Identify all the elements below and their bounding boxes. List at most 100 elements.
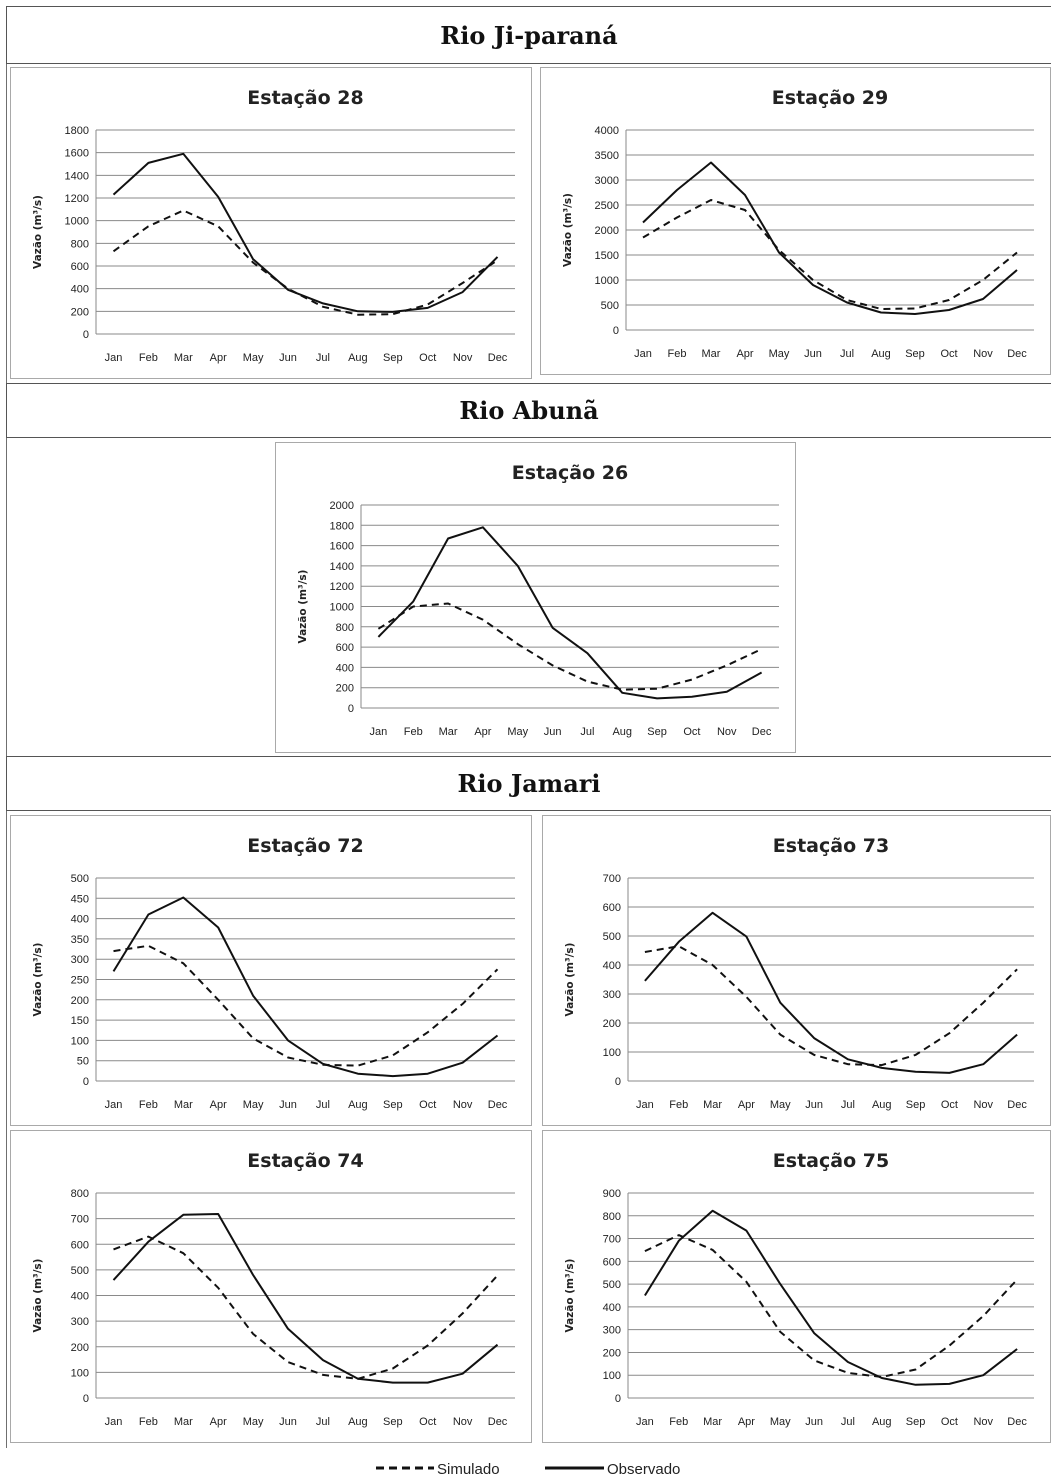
x-tick-label: Jul [580, 726, 594, 738]
y-tick-label: 300 [603, 1325, 621, 1337]
x-tick-label: Jul [841, 1099, 855, 1111]
series-line-simulated [113, 944, 499, 1067]
y-axis-label: Vazão (m³/s) [562, 193, 574, 267]
y-tick-label: 1400 [330, 561, 354, 573]
x-tick-label: Aug [348, 352, 368, 364]
x-tick-label: May [243, 1416, 264, 1428]
x-tick-label: Dec [488, 1416, 508, 1428]
x-tick-label: Sep [905, 348, 925, 360]
y-axis-label: Vazão (m³/s) [564, 1259, 576, 1333]
x-tick-label: Feb [669, 1099, 688, 1111]
x-tick-label: Jun [805, 1416, 823, 1428]
y-tick-label: 1600 [330, 541, 354, 553]
series-line-observed [112, 1213, 499, 1384]
y-tick-label: 500 [603, 931, 621, 943]
y-tick-label: 400 [336, 662, 354, 674]
y-tick-label: 100 [71, 1035, 89, 1047]
x-tick-label: Apr [210, 352, 227, 364]
x-tick-label: Jun [544, 726, 562, 738]
x-tick-label: Feb [404, 726, 423, 738]
y-tick-label: 400 [71, 1291, 89, 1303]
x-tick-label: Jan [105, 1416, 123, 1428]
y-tick-label: 0 [615, 1076, 621, 1088]
y-tick-label: 400 [71, 284, 89, 296]
y-tick-label: 200 [71, 306, 89, 318]
y-tick-label: 100 [603, 1370, 621, 1382]
chart-title: Estação 28 [247, 87, 363, 109]
y-tick-label: 300 [603, 989, 621, 1001]
x-tick-label: Aug [871, 348, 891, 360]
y-tick-label: 500 [71, 873, 89, 885]
line-chart: Estação 74 0 100 200 300 400 500 600 700 800 Jan Fe… [32, 1150, 515, 1428]
y-tick-label: 600 [71, 1239, 89, 1251]
x-tick-label: Jun [804, 348, 822, 360]
line-chart: Estação 75 0 100 200 300 400 500 600 700 800 900 Ja… [564, 1150, 1034, 1428]
x-tick-label: Feb [139, 1099, 158, 1111]
x-tick-label: Feb [669, 1416, 688, 1428]
line-chart: Estação 28 0 200 400 600 800 1000 1200 1400 1600 1… [32, 87, 515, 364]
x-tick-label: Mar [174, 1099, 193, 1111]
y-tick-label: 150 [71, 1015, 89, 1027]
x-tick-label: Aug [872, 1416, 892, 1428]
y-tick-label: 0 [613, 325, 619, 337]
y-tick-label: 0 [348, 703, 354, 715]
x-tick-label: Oct [419, 1416, 436, 1428]
x-tick-label: Apr [210, 1416, 227, 1428]
x-tick-label: Jun [279, 352, 297, 364]
y-tick-label: 700 [71, 1214, 89, 1226]
chart-title: Estação 72 [247, 835, 363, 857]
x-tick-label: Apr [474, 726, 491, 738]
x-tick-label: Feb [139, 352, 158, 364]
y-tick-label: 500 [603, 1279, 621, 1291]
x-tick-label: Nov [973, 1099, 993, 1111]
y-tick-label: 50 [77, 1056, 89, 1068]
x-tick-label: Mar [439, 726, 458, 738]
y-tick-label: 200 [71, 995, 89, 1007]
gridlines [361, 504, 779, 709]
series-line-observed [642, 161, 1018, 315]
y-tick-label: 400 [603, 1302, 621, 1314]
series-line-simulated [642, 199, 1018, 310]
x-tick-label: Oct [940, 348, 957, 360]
x-tick-label: Apr [736, 348, 753, 360]
y-tick-label: 1000 [595, 275, 619, 287]
y-tick-label: 1000 [65, 216, 89, 228]
series-line-observed [112, 152, 499, 313]
x-tick-label: Nov [453, 352, 473, 364]
chart-panel-estacao-26: Estação 26 0 200 400 600 800 1000 1200 1400 1600 1… [275, 442, 796, 753]
y-tick-label: 100 [71, 1367, 89, 1379]
x-tick-label: Mar [703, 1099, 722, 1111]
chart-panel-estacao-28: Estação 28 0 200 400 600 800 1000 1200 1400 1600 1… [10, 67, 532, 379]
series-line-simulated [644, 1234, 1018, 1378]
x-tick-label: Aug [348, 1099, 368, 1111]
y-tick-label: 1000 [330, 602, 354, 614]
y-tick-label: 100 [603, 1047, 621, 1059]
x-tick-label: Nov [717, 726, 737, 738]
section-header-jamari: Rio Jamari [6, 756, 1051, 811]
chart-panel-estacao-74: Estação 74 0 100 200 300 400 500 600 700 800 Jan Fe… [10, 1130, 532, 1443]
x-tick-label: Sep [647, 726, 667, 738]
x-tick-label: Jun [805, 1099, 823, 1111]
y-tick-label: 0 [83, 1076, 89, 1088]
legend-observed-label: Observado [607, 1461, 680, 1478]
y-tick-label: 400 [603, 960, 621, 972]
x-tick-label: Jan [105, 1099, 123, 1111]
y-tick-label: 500 [601, 300, 619, 312]
y-tick-label: 200 [603, 1018, 621, 1030]
x-tick-label: Dec [488, 1099, 508, 1111]
x-tick-label: Oct [941, 1416, 958, 1428]
y-axis-label: Vazão (m³/s) [32, 1259, 44, 1333]
y-tick-label: 300 [71, 1316, 89, 1328]
series-line-simulated [644, 945, 1018, 1067]
y-tick-label: 800 [336, 622, 354, 634]
section-title: Rio Ji-paraná [440, 20, 618, 50]
x-tick-label: Oct [419, 352, 436, 364]
x-tick-label: Apr [738, 1099, 755, 1111]
y-tick-label: 600 [603, 902, 621, 914]
gridlines [628, 1192, 1034, 1399]
y-axis-label: Vazão (m³/s) [32, 943, 44, 1017]
y-tick-label: 600 [603, 1256, 621, 1268]
x-tick-label: May [507, 726, 528, 738]
series-line-simulated [112, 209, 499, 316]
x-tick-label: Feb [139, 1416, 158, 1428]
